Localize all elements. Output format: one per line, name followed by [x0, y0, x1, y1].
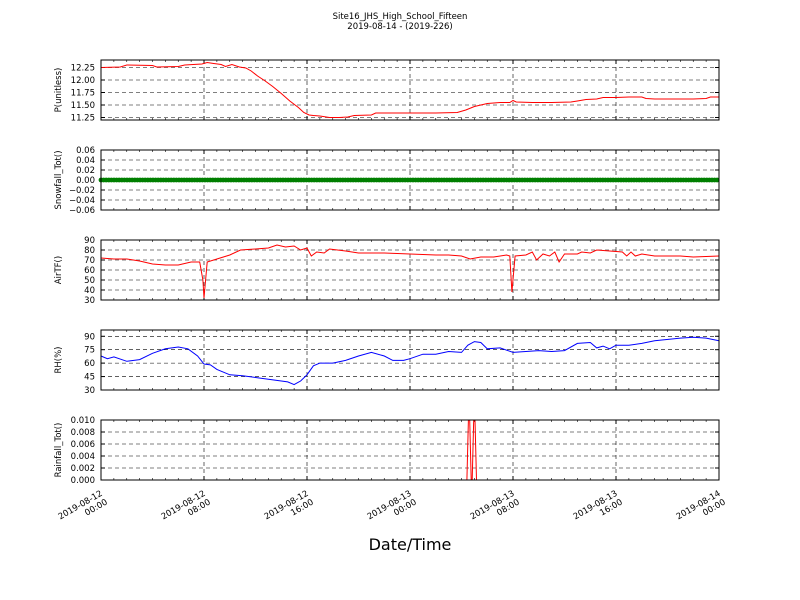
y-tick-label: 12.00 — [71, 76, 95, 86]
y-tick-label: −0.02 — [69, 186, 95, 196]
panels-group: 12.25 12.00 11.75 11.50 11.25 P(unitless) 0.06… — [54, 59, 720, 486]
plot-frame — [100, 239, 720, 301]
y-tick-label: 45 — [84, 373, 95, 383]
plot-frame — [100, 149, 720, 211]
y-tick-label: −0.04 — [69, 196, 95, 206]
y-tick-label: 0.010 — [71, 416, 95, 426]
series-line — [100, 61, 719, 118]
y-tick-label: 0.004 — [71, 452, 95, 462]
y-axis-label: Rainfall_Tot() — [54, 423, 64, 478]
panel-4: 0.010 0.008 0.006 0.004 0.002 0.000 Rainfall_T… — [54, 416, 720, 486]
y-tick-label: 75 — [84, 346, 95, 356]
panel-3: 90 75 60 45 30 RH(%) — [54, 329, 720, 396]
series-markers — [98, 177, 720, 183]
y-tick-label: 0.04 — [76, 156, 95, 166]
y-tick-label: 0.000 — [71, 476, 95, 486]
y-axis-label: Snowfall_Tot() — [54, 150, 64, 209]
series-line — [100, 244, 720, 299]
y-tick-label: 70 — [84, 256, 95, 266]
y-tick-label: 30 — [84, 296, 95, 306]
y-tick-label: 0.002 — [71, 464, 95, 474]
y-tick-label: 0.006 — [71, 440, 95, 450]
y-axis-label: P(unitless) — [54, 68, 64, 113]
plot-frame — [100, 419, 720, 481]
y-tick-label: 80 — [84, 246, 95, 256]
plot-frame — [100, 329, 720, 391]
x-axis-label: Date/Time — [369, 535, 452, 554]
series-line — [100, 336, 720, 386]
y-tick-label: −0.06 — [69, 206, 95, 216]
y-tick-label: 0.02 — [76, 166, 95, 176]
y-tick-label: 90 — [84, 236, 95, 246]
panel-1: 0.060.040.020.00−0.02−0.04−0.06 Snowfall_… — [54, 146, 720, 216]
y-tick-label: 12.25 — [71, 64, 95, 74]
y-tick-label: 60 — [84, 359, 95, 369]
plot-frame — [100, 59, 720, 121]
panel-0: 12.25 12.00 11.75 11.50 11.25 P(unitless) — [54, 59, 720, 124]
chart-title-line1: Site16_JHS_High_School_Fifteen — [333, 12, 468, 22]
y-tick-label: 11.25 — [71, 114, 95, 124]
y-tick-label: 0.00 — [76, 176, 95, 186]
y-tick-label: 90 — [84, 332, 95, 342]
y-tick-label: 40 — [84, 286, 95, 296]
chart-title-line2: 2019-08-14 - (2019-226) — [347, 22, 452, 32]
y-tick-label: 60 — [84, 266, 95, 276]
y-tick-label: 50 — [84, 276, 95, 286]
y-axis-label: AirTF() — [54, 256, 64, 284]
y-tick-label: 0.008 — [71, 428, 95, 438]
y-tick-label: 30 — [84, 386, 95, 396]
y-tick-label: 0.06 — [76, 146, 95, 156]
y-tick-label: 11.75 — [71, 89, 95, 99]
y-axis-label: RH(%) — [54, 346, 64, 373]
y-tick-label: 11.50 — [71, 101, 95, 111]
data-point — [714, 177, 720, 183]
